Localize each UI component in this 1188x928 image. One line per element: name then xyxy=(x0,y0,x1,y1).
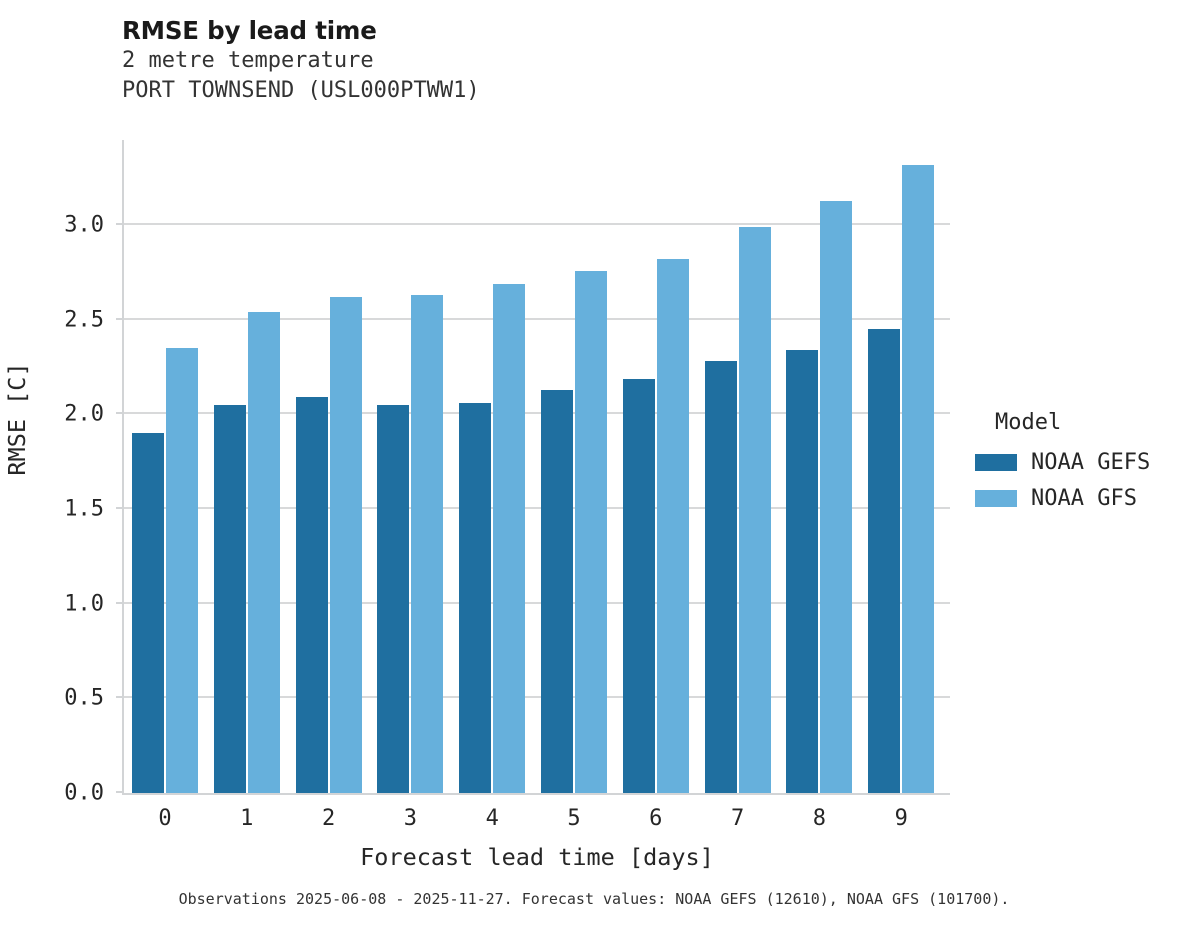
bar-noaa-gfs-day-7[interactable] xyxy=(738,227,771,793)
bar-noaa-gefs-day-2[interactable] xyxy=(295,397,328,793)
legend-item-label: NOAA GEFS xyxy=(1031,450,1151,475)
bar-noaa-gefs-day-5[interactable] xyxy=(541,389,573,793)
x-tick-label: 2 xyxy=(321,806,336,831)
legend-entries: NOAA GEFS NOAA GFS xyxy=(975,447,1185,514)
chart-subtitle-station: PORT TOWNSEND (USL000PTWW1) xyxy=(122,78,480,103)
y-tick-mark xyxy=(116,601,124,604)
x-tick-label: 7 xyxy=(730,806,745,831)
y-tick-mark xyxy=(116,317,124,320)
y-axis-line xyxy=(122,140,124,795)
bar-noaa-gfs-day-9[interactable] xyxy=(902,164,935,793)
bar-noaa-gefs-day-9[interactable] xyxy=(868,329,901,793)
x-tick-label: 0 xyxy=(158,806,172,831)
y-tick-label: 1.5 xyxy=(64,496,104,522)
gridline xyxy=(124,507,950,510)
bar-noaa-gfs-day-5[interactable] xyxy=(575,270,607,793)
plot-area xyxy=(116,140,950,793)
bar-noaa-gfs-day-1[interactable] xyxy=(247,312,280,793)
x-tick-label: 3 xyxy=(403,806,418,831)
bar-noaa-gfs-day-0[interactable] xyxy=(166,348,198,793)
legend-title: Model xyxy=(995,410,1062,435)
bar-noaa-gefs-day-8[interactable] xyxy=(786,350,819,793)
bar-noaa-gfs-day-2[interactable] xyxy=(329,297,362,793)
page-title: RMSE by lead time xyxy=(122,16,377,45)
y-tick-mark xyxy=(116,223,124,226)
x-tick-label: 8 xyxy=(812,806,827,831)
bar-noaa-gefs-day-1[interactable] xyxy=(213,405,246,793)
bar-noaa-gefs-day-0[interactable] xyxy=(132,433,164,793)
bar-noaa-gfs-day-3[interactable] xyxy=(411,295,444,793)
legend-item-noaa-gefs[interactable]: NOAA GEFS xyxy=(975,447,1185,478)
y-axis-title: RMSE [C] xyxy=(3,362,31,476)
title-block: RMSE by lead time 2 metre temperature PO… xyxy=(122,16,1022,106)
bar-noaa-gefs-day-6[interactable] xyxy=(622,378,655,793)
legend-swatch-icon xyxy=(975,454,1017,471)
bar-noaa-gefs-day-3[interactable] xyxy=(377,405,410,793)
gridline xyxy=(124,223,950,226)
x-axis-title: Forecast lead time [days] xyxy=(360,843,714,871)
y-tick-label: 1.0 xyxy=(64,591,104,617)
bar-noaa-gfs-day-8[interactable] xyxy=(820,200,853,793)
gridline xyxy=(124,696,950,699)
x-tick-label: 5 xyxy=(567,806,581,831)
x-tick-label: 4 xyxy=(485,806,499,831)
y-tick-label: 2.5 xyxy=(64,307,104,333)
x-tick-label: 6 xyxy=(649,806,663,831)
y-tick-mark xyxy=(116,791,124,793)
bar-noaa-gefs-day-4[interactable] xyxy=(459,403,492,793)
legend: Model NOAA GEFS NOAA GFS xyxy=(975,410,1185,519)
y-tick-label: 3.0 xyxy=(64,212,104,238)
bar-noaa-gefs-day-7[interactable] xyxy=(704,361,737,793)
legend-swatch-icon xyxy=(975,490,1017,507)
x-tick-label: 9 xyxy=(894,806,908,831)
bar-noaa-gfs-day-4[interactable] xyxy=(493,283,526,793)
bar-noaa-gfs-day-6[interactable] xyxy=(656,259,689,793)
gridline xyxy=(124,317,950,320)
legend-item-label: NOAA GFS xyxy=(1031,486,1137,511)
x-axis-line xyxy=(122,793,950,795)
y-tick-mark xyxy=(116,507,124,510)
y-tick-mark xyxy=(116,696,124,699)
y-tick-label: 2.0 xyxy=(64,401,104,427)
y-tick-label: 0.0 xyxy=(64,780,104,806)
x-tick-label: 1 xyxy=(240,806,254,831)
gridline xyxy=(124,601,950,604)
chart-subtitle-variable: 2 metre temperature xyxy=(122,48,374,73)
footer-note: Observations 2025-06-08 - 2025-11-27. Fo… xyxy=(178,890,1010,908)
gridline xyxy=(124,412,950,415)
legend-item-noaa-gfs[interactable]: NOAA GFS xyxy=(975,483,1185,514)
y-tick-label: 0.5 xyxy=(64,685,104,711)
y-tick-mark xyxy=(116,412,124,415)
